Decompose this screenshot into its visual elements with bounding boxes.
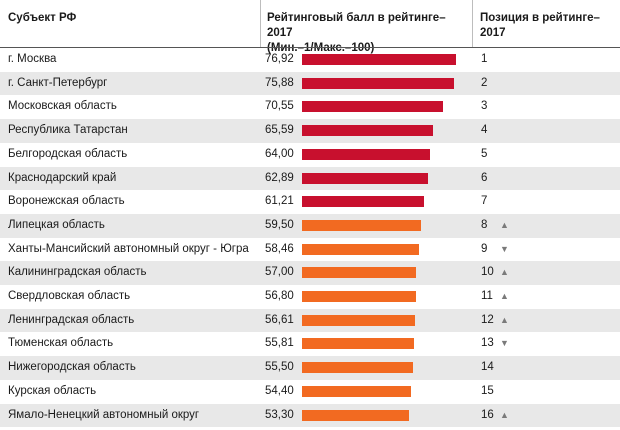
header-divider xyxy=(0,47,620,48)
table-row: Калининградская область 57,00 10 ▲ xyxy=(0,261,620,285)
rank-position: 14 xyxy=(481,361,494,374)
table-row: г. Санкт-Петербург 75,88 2 xyxy=(0,71,620,96)
table-row: Ямало-Ненецкий автономный округ 53,30 16 ▲ xyxy=(0,403,620,428)
score-value: 53,30 xyxy=(265,408,294,421)
table-row: Краснодарский край 62,89 6 xyxy=(0,166,620,191)
score-bar xyxy=(302,267,416,279)
table-row: Ханты-Мансийский автономный округ - Югра… xyxy=(0,238,620,262)
score-value: 59,50 xyxy=(265,218,294,231)
score-value: 75,88 xyxy=(265,76,294,89)
region-name: г. Санкт-Петербург xyxy=(8,76,108,89)
table-row: Свердловская область 56,80 11 ▲ xyxy=(0,285,620,309)
rank-position: 16 xyxy=(481,408,494,421)
score-bar xyxy=(302,291,416,302)
rank-position: 15 xyxy=(481,384,494,397)
rank-down-icon: ▼ xyxy=(500,338,509,349)
table-row: Ленинградская область 56,61 12 ▲ xyxy=(0,308,620,333)
table-row: Липецкая область 59,50 8 ▲ xyxy=(0,213,620,238)
rank-position: 13 xyxy=(481,337,494,350)
rank-position: 11 xyxy=(481,290,493,302)
rank-up-icon: ▲ xyxy=(500,314,509,325)
rank-position: 2 xyxy=(481,76,488,89)
score-bar xyxy=(302,362,413,374)
score-value: 56,80 xyxy=(265,290,294,302)
region-name: Калининградская область xyxy=(8,266,147,279)
score-bar xyxy=(302,385,411,397)
score-value: 58,46 xyxy=(265,242,294,255)
score-bar xyxy=(302,172,428,184)
header-score-range: (Мин.–1/Макс.–100) xyxy=(267,42,375,54)
rank-position: 12 xyxy=(481,313,494,326)
score-bar xyxy=(302,196,425,208)
score-value: 76,92 xyxy=(265,53,294,65)
score-value: 61,21 xyxy=(265,195,294,208)
score-bar xyxy=(302,101,444,113)
score-bar xyxy=(302,243,419,255)
score-value: 54,40 xyxy=(265,384,294,397)
rank-position: 6 xyxy=(481,171,488,184)
region-name: Белгородская область xyxy=(8,147,128,160)
table-row: Нижегородская область 55,50 14 xyxy=(0,356,620,380)
score-bar xyxy=(302,219,421,231)
header-score: Рейтинговый балл в рейтинге–2017 (Мин.–1… xyxy=(267,11,467,56)
score-bar xyxy=(302,125,434,137)
score-bar xyxy=(302,54,456,65)
region-name: Ленинградская область xyxy=(8,313,135,326)
rank-position: 7 xyxy=(481,195,488,208)
rank-down-icon: ▼ xyxy=(500,243,509,254)
score-value: 65,59 xyxy=(265,124,294,137)
rank-position: 9 xyxy=(481,242,488,255)
score-value: 62,89 xyxy=(265,171,294,184)
region-name: Нижегородская область xyxy=(8,361,136,374)
table-row: Воронежская область 61,21 7 xyxy=(0,190,620,214)
column-divider xyxy=(472,0,473,48)
rank-position: 1 xyxy=(481,53,488,65)
score-value: 57,00 xyxy=(265,266,294,279)
region-name: Республика Татарстан xyxy=(8,124,128,137)
score-bar xyxy=(302,77,454,89)
table-row: Московская область 70,55 3 xyxy=(0,95,620,119)
header-score-title: Рейтинговый балл в рейтинге–2017 xyxy=(267,12,446,39)
score-value: 55,81 xyxy=(265,337,294,350)
score-value: 70,55 xyxy=(265,100,294,113)
rank-position: 4 xyxy=(481,124,488,137)
region-name: Московская область xyxy=(8,100,117,113)
score-value: 56,61 xyxy=(265,313,294,326)
region-name: Липецкая область xyxy=(8,218,105,231)
score-bar xyxy=(302,409,409,421)
score-bar xyxy=(302,148,430,160)
score-bar xyxy=(302,338,414,350)
region-name: Краснодарский край xyxy=(8,171,117,184)
table-header: Субъект РФ Рейтинговый балл в рейтинге–2… xyxy=(0,0,620,54)
score-value: 55,50 xyxy=(265,361,294,374)
region-name: Ямало-Ненецкий автономный округ xyxy=(8,408,200,421)
rank-position: 3 xyxy=(481,100,488,113)
header-region: Субъект РФ xyxy=(8,12,77,24)
table-row: г. Москва 76,92 1 xyxy=(0,48,620,72)
table-row: Тюменская область 55,81 13 ▼ xyxy=(0,332,620,356)
region-name: Тюменская область xyxy=(8,337,114,350)
rank-position: 5 xyxy=(481,147,488,160)
rank-position: 10 xyxy=(481,266,494,279)
region-name: Ханты-Мансийский автономный округ - Югра xyxy=(8,242,249,255)
table-row: Курская область 54,40 15 xyxy=(0,380,620,404)
region-name: Свердловская область xyxy=(8,290,131,302)
rank-up-icon: ▲ xyxy=(500,267,509,278)
rank-up-icon: ▲ xyxy=(500,219,509,230)
region-name: Курская область xyxy=(8,384,97,397)
score-value: 64,00 xyxy=(265,147,294,160)
column-divider xyxy=(260,0,261,48)
rank-position: 8 xyxy=(481,218,488,231)
score-bar xyxy=(302,314,416,326)
rank-up-icon: ▲ xyxy=(500,409,509,420)
region-name: г. Москва xyxy=(8,53,57,65)
table-row: Республика Татарстан 65,59 4 xyxy=(0,119,620,143)
header-position: Позиция в рейтинге–2017 xyxy=(480,12,600,39)
table-row: Белгородская область 64,00 5 xyxy=(0,143,620,167)
rank-up-icon: ▲ xyxy=(500,291,509,301)
region-name: Воронежская область xyxy=(8,195,125,208)
